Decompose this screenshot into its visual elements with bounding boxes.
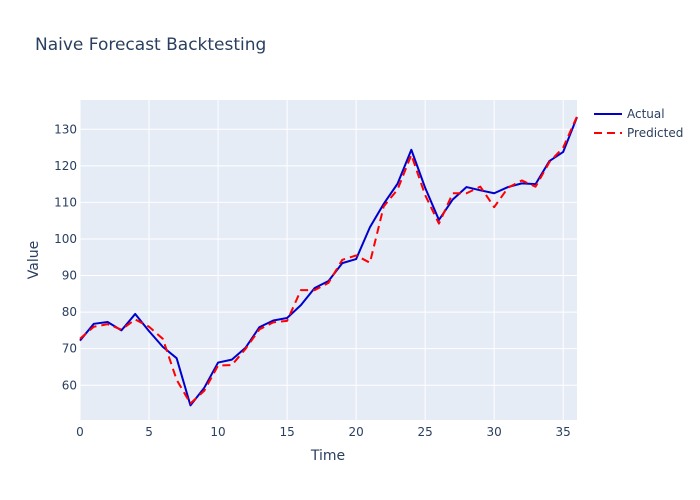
legend-label: Predicted: [627, 126, 683, 140]
y-tick-label: 70: [62, 342, 77, 356]
legend: Actual Predicted: [594, 107, 683, 140]
x-tick-label: 25: [417, 425, 432, 439]
y-tick-label: 110: [54, 195, 77, 209]
x-tick-label: 5: [145, 425, 153, 439]
plot-area: [80, 100, 577, 420]
chart-title: Naive Forecast Backtesting: [35, 35, 266, 55]
y-tick-label: 60: [62, 378, 77, 392]
x-tick-label: 10: [210, 425, 225, 439]
y-tick-label: 120: [54, 159, 77, 173]
y-axis-title: Value: [26, 241, 42, 279]
x-tick-label: 0: [76, 425, 84, 439]
x-tick-label: 35: [556, 425, 571, 439]
y-tick-label: 130: [54, 122, 77, 136]
y-tick-label: 90: [62, 269, 77, 283]
y-tick-label: 100: [54, 232, 77, 246]
series-layer: [79, 116, 578, 407]
legend-item: Actual: [594, 107, 665, 121]
x-tick-labels: 0 5 10 15 20 25 30 35: [76, 425, 571, 439]
x-tick-label: 15: [279, 425, 294, 439]
x-tick-label: 30: [487, 425, 502, 439]
series-line-predicted: [79, 116, 578, 405]
legend-label: Actual: [627, 107, 665, 121]
x-axis-title: Time: [310, 448, 345, 464]
x-tick-label: 20: [348, 425, 363, 439]
y-tick-label: 80: [62, 305, 77, 319]
legend-item: Predicted: [594, 126, 683, 140]
y-tick-labels: 60 70 80 90 100 110 120 130: [54, 122, 77, 392]
